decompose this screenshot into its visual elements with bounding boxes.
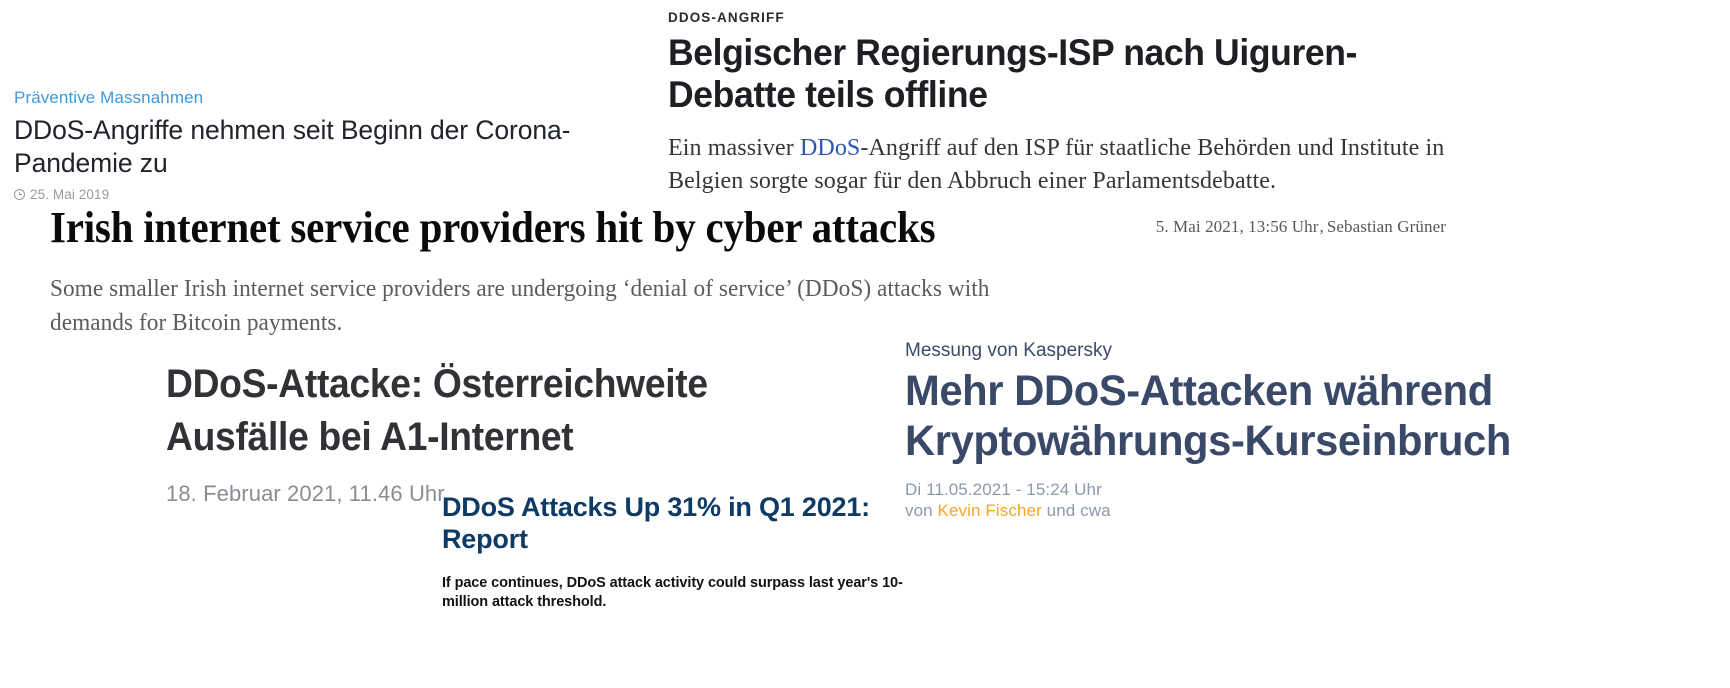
lede-belgian: Ein massiver DDoS-Angriff auf den ISP fü… — [668, 132, 1468, 198]
byline-author[interactable]: Sebastian Grüner — [1326, 217, 1446, 237]
kicker-preventive[interactable]: Präventive Massnahmen — [14, 88, 204, 107]
headline-belgian[interactable]: Belgischer Regierungs-ISP nach Uiguren-D… — [668, 32, 1358, 116]
kicker-kaspersky[interactable]: Messung von Kaspersky — [905, 340, 1112, 361]
headline-card-irish: Irish internet service providers hit by … — [50, 203, 1110, 340]
headline-irish[interactable]: Irish internet service providers hit by … — [50, 203, 936, 252]
byline-belgian: 5. Mai 2021, 13:56 Uhr, Sebastian Grüner — [668, 217, 1468, 237]
meta-preventive: 25. Mai 2019 — [14, 187, 674, 202]
clock-icon — [14, 189, 25, 201]
deck-q1report: If pace continues, DDoS attack activity … — [442, 574, 903, 611]
ddos-link[interactable]: DDoS — [799, 135, 861, 162]
lede-text-after: -Angriff auf den ISP für staatliche Behö… — [668, 135, 1445, 195]
byline-author-kaspersky[interactable]: Kevin Fischer — [937, 501, 1042, 520]
headline-card-belgian: DDOS-ANGRIFF Belgischer Regierungs-ISP n… — [668, 10, 1468, 237]
headline-card-q1report: DDoS Attacks Up 31% in Q1 2021: Report I… — [442, 492, 912, 613]
lede-text-before: Ein massiver — [668, 135, 800, 162]
headline-card-preventive: Präventive Massnahmen DDoS-Angriffe nehm… — [14, 88, 674, 202]
byline-date: 5. Mai 2021, 13:56 Uhr — [1155, 217, 1319, 237]
byline-separator: , — [1319, 217, 1324, 237]
kicker-belgian[interactable]: DDOS-ANGRIFF — [668, 10, 785, 25]
meta-kaspersky: Di 11.05.2021 - 15:24 Uhr von Kevin Fisc… — [905, 479, 1730, 522]
date-kaspersky: Di 11.05.2021 - 15:24 Uhr — [905, 479, 1102, 499]
date-a1: 18. Februar 2021, 11.46 Uhr — [166, 480, 445, 506]
byline-kaspersky: von Kevin Fischer und cwa — [905, 500, 1730, 521]
date-preventive: 25. Mai 2019 — [30, 187, 110, 203]
standfirst-irish: Some smaller Irish internet service prov… — [50, 276, 990, 336]
byline-suffix: und cwa — [1041, 501, 1111, 520]
headline-kaspersky[interactable]: Mehr DDoS-Attacken während Kryptowährung… — [905, 367, 1511, 466]
byline-prefix: von — [905, 501, 938, 520]
headline-card-kaspersky: Messung von Kaspersky Mehr DDoS-Attacken… — [905, 340, 1730, 521]
headline-a1[interactable]: DDoS-Attacke: Österreichweite Ausfälle b… — [166, 362, 708, 459]
headline-card-a1: DDoS-Attacke: Österreichweite Ausfälle b… — [166, 358, 906, 507]
headline-q1report[interactable]: DDoS Attacks Up 31% in Q1 2021: Report — [442, 492, 870, 554]
headline-preventive[interactable]: DDoS-Angriffe nehmen seit Beginn der Cor… — [14, 115, 571, 179]
